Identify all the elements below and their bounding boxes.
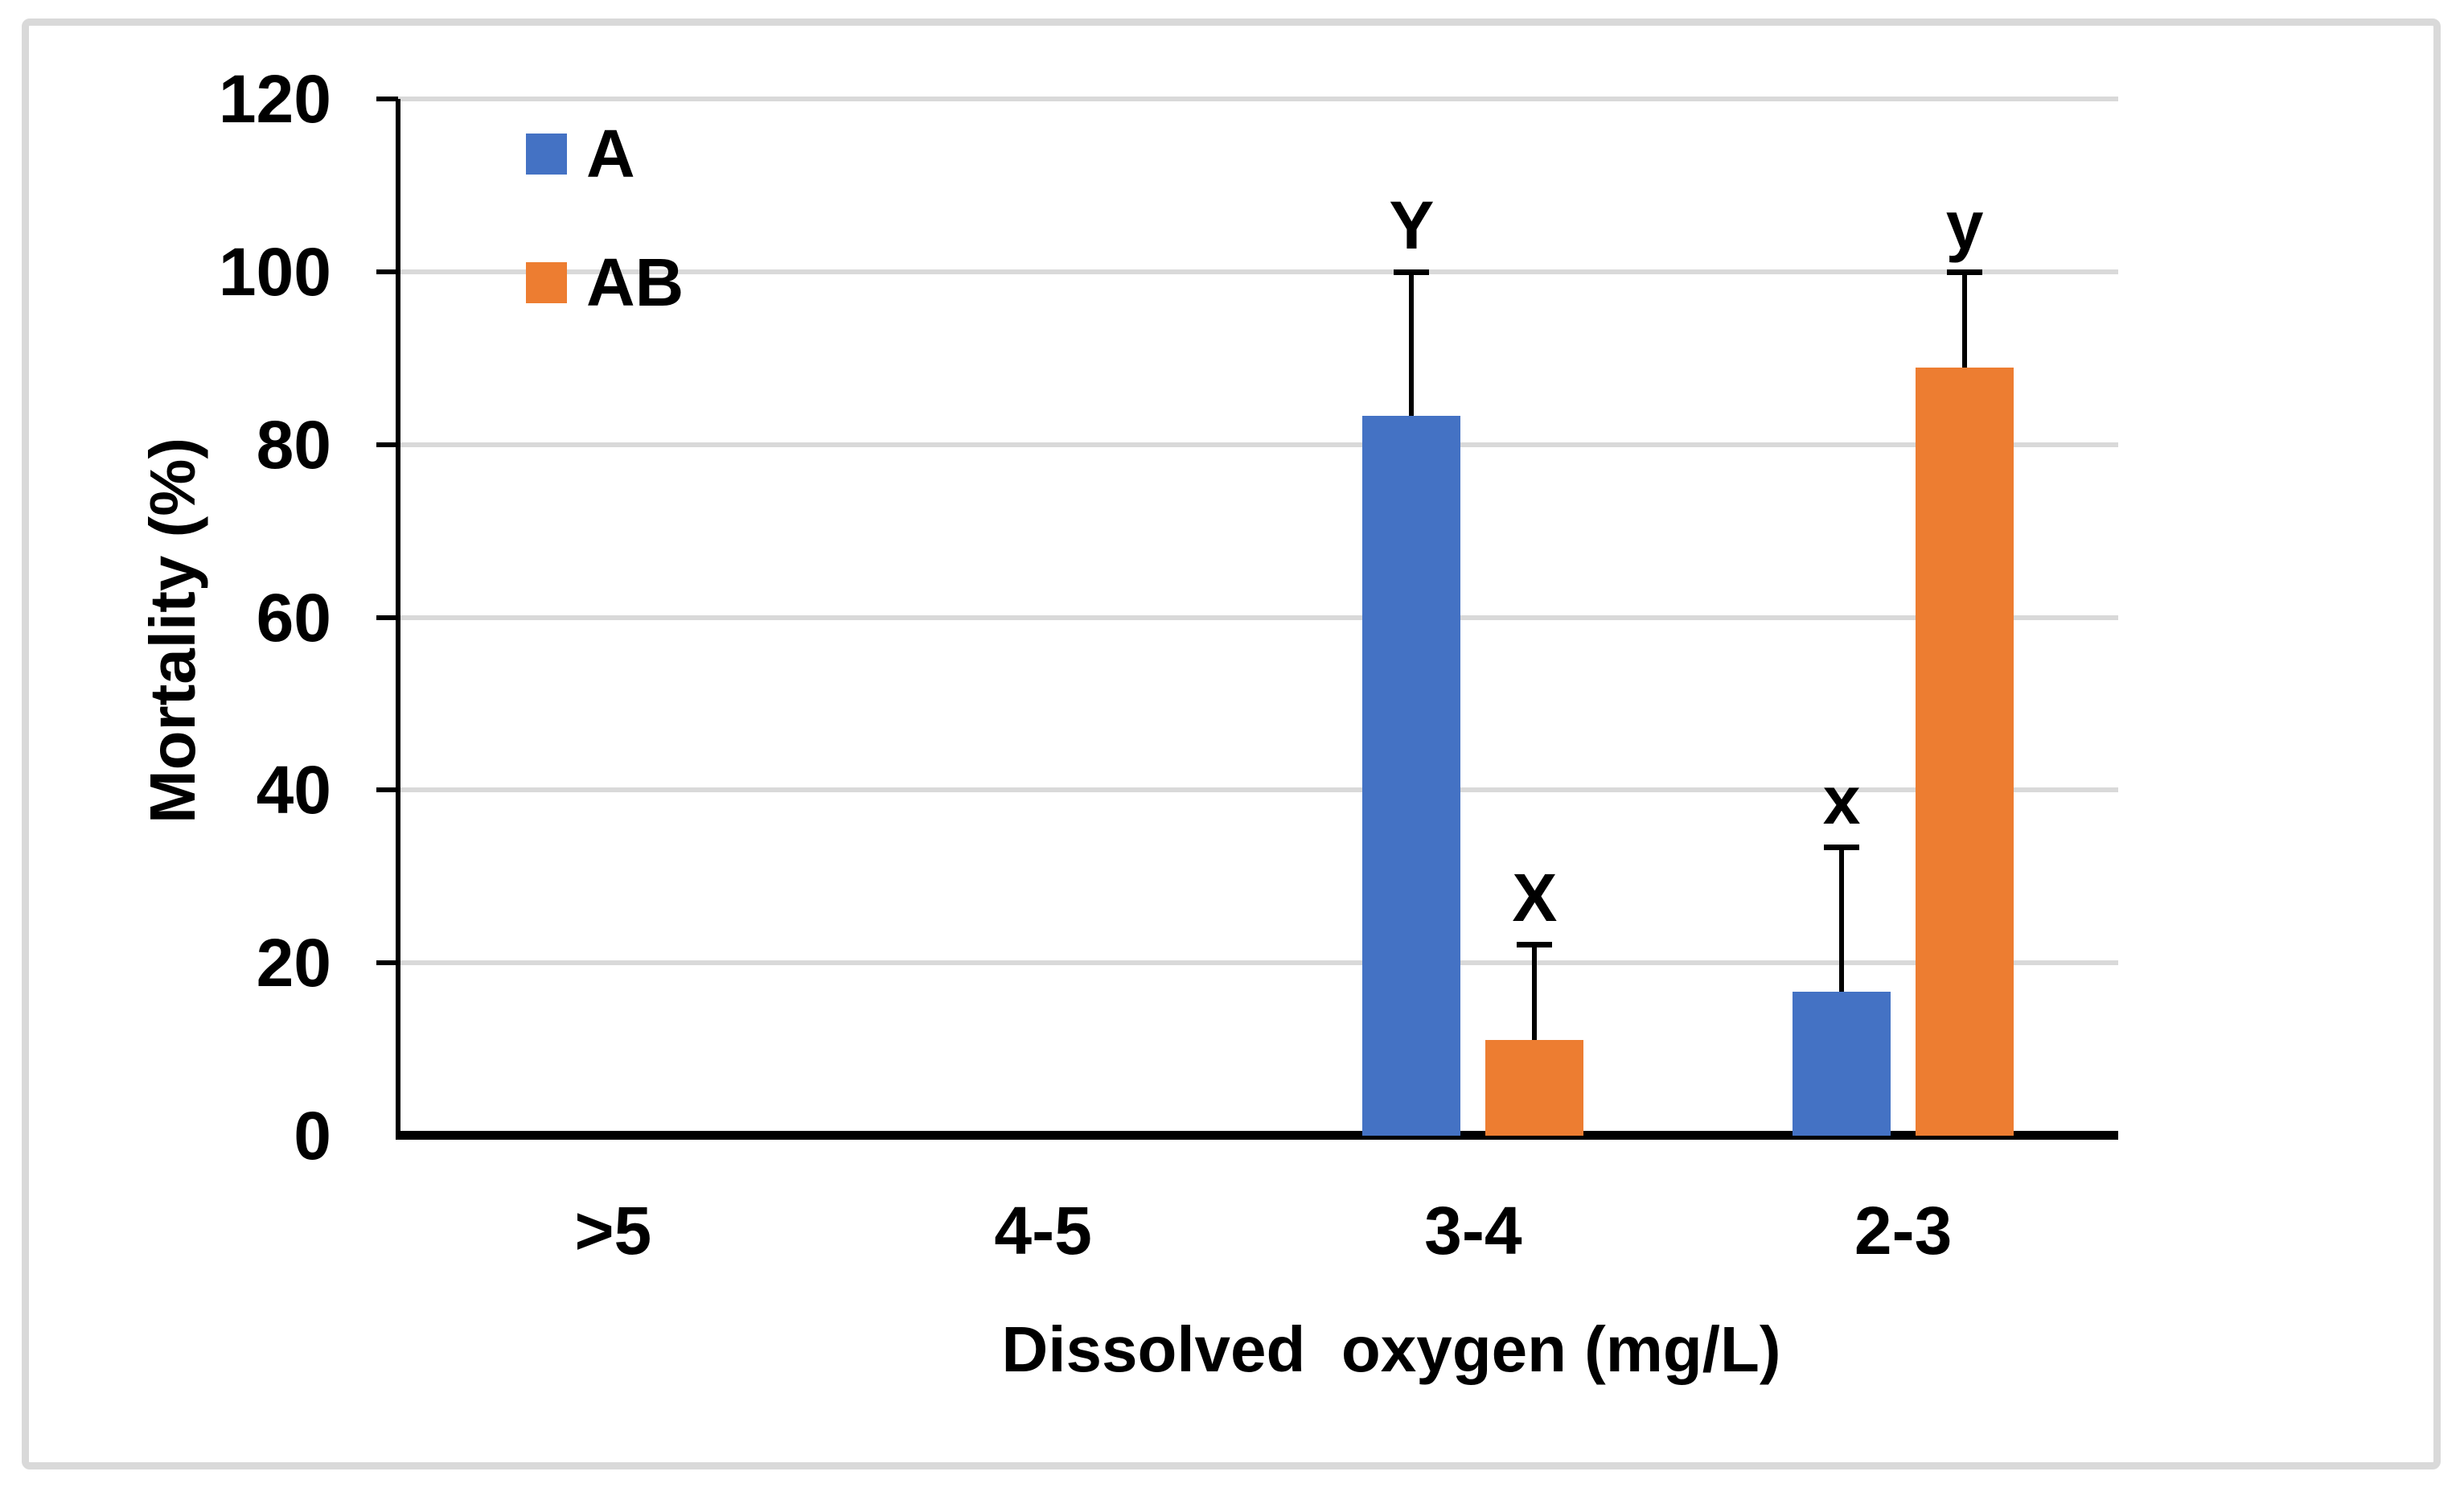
x-tick-label-4-5: 4-5 [994, 1193, 1092, 1268]
y-tick-label-0: 0 [294, 1098, 331, 1173]
x-tick-label->5: >5 [574, 1193, 652, 1268]
gridline-80 [398, 442, 2118, 447]
legend: A AB [526, 117, 684, 375]
error-bar-A-2-3 [1839, 847, 1845, 992]
bar-A-3-4 [1362, 416, 1461, 1136]
gridline-100 [398, 269, 2118, 274]
error-bar-cap-AB-2-3 [1947, 269, 1983, 275]
y-tick-label-60: 60 [256, 579, 331, 656]
legend-swatch-AB [526, 261, 567, 303]
y-axis-tick-60 [376, 614, 398, 620]
error-bar-cap-A-2-3 [1824, 845, 1860, 851]
y-tick-label-20: 20 [256, 925, 331, 1001]
gridline-60 [398, 614, 2118, 620]
x-tick-label-3-4: 3-4 [1424, 1193, 1522, 1268]
chart-frame [22, 18, 2441, 1469]
error-bar-cap-A-3-4 [1394, 269, 1430, 275]
legend-swatch-A [526, 133, 567, 175]
legend-label-A: A [586, 116, 635, 191]
legend-item-A: A [526, 117, 684, 190]
legend-label-AB: AB [586, 245, 684, 320]
error-bar-A-3-4 [1409, 271, 1415, 417]
error-bar-AB-3-4 [1532, 943, 1538, 1040]
y-axis-tick-120 [376, 97, 398, 101]
y-tick-label-40: 40 [256, 752, 331, 828]
y-axis-title: Mortality (%) [137, 438, 208, 824]
significance-letter-AB-2-3: y [1945, 187, 1984, 263]
y-tick-label-100: 100 [218, 233, 331, 310]
x-axis-line [396, 1131, 2118, 1140]
x-tick-label-2-3: 2-3 [1854, 1193, 1953, 1268]
y-axis-line [396, 99, 400, 1136]
error-bar-cap-AB-3-4 [1517, 941, 1553, 947]
error-bar-AB-2-3 [1962, 271, 1968, 368]
y-axis-tick-80 [376, 442, 398, 447]
significance-letter-A-3-4: Y [1389, 187, 1435, 263]
x-axis-title: Dissolved oxygen (mg/L) [1001, 1313, 1781, 1385]
gridline-120 [398, 97, 2118, 101]
y-tick-label-80: 80 [256, 406, 331, 483]
gridline-40 [398, 787, 2118, 793]
bar-AB-2-3 [1916, 368, 2014, 1136]
y-axis-tick-40 [376, 787, 398, 793]
bar-AB-3-4 [1485, 1039, 1584, 1136]
significance-letter-A-2-3: x [1822, 762, 1861, 839]
gridline-20 [398, 960, 2118, 966]
significance-letter-AB-3-4: X [1512, 859, 1558, 935]
y-tick-label-120: 120 [218, 61, 331, 137]
y-axis-tick-20 [376, 960, 398, 966]
bar-A-2-3 [1793, 991, 1891, 1136]
y-axis-tick-100 [376, 269, 398, 274]
legend-item-AB: AB [526, 246, 684, 319]
